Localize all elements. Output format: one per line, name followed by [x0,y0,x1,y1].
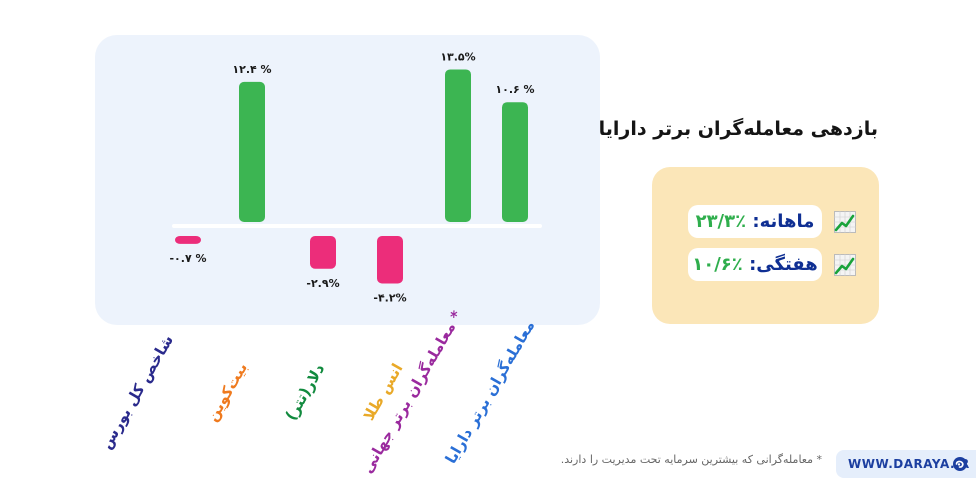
x-tick-label: معامله‌گران برتر دارایا [441,317,539,467]
returns-bar-chart: -۰.۷ % ۱۲.۴ % -۲.۹% -۴.۲% ۱۳.۵% ۱۰.۶ % [169,50,542,304]
chart-up-icon [834,254,856,276]
bar [445,69,471,222]
page-title: بازدهی معامله‌گران برتر دارایا [598,118,878,140]
bar [377,236,403,284]
bar [502,102,528,222]
stats-card: ماهانه: ٪۲۳/۳ هفتگی: ٪۱۰/۶ [652,167,879,324]
bar [239,81,265,222]
data-label: ۱۳.۵% [440,50,475,63]
stat-monthly: ماهانه: ٪۲۳/۳ [688,205,822,238]
daraya-logo-icon [953,457,967,471]
stat-weekly-value: ٪۱۰/۶ [692,254,743,275]
x-tick-label: بیت‌کوین [202,359,252,425]
stat-monthly-label: ماهانه: [752,211,815,232]
bar [175,236,201,244]
stat-weekly-label: هفتگی: [749,254,818,275]
data-label: -۴.۲% [373,291,406,304]
x-tick-label: شاخص کل بورس [97,331,177,453]
data-label: ۱۲.۴ % [232,63,271,76]
bar [310,236,336,269]
brand-badge[interactable]: WWW.DARAYA.IR [836,450,976,478]
x-tick-label: دلار(تتر) [281,360,329,424]
stat-monthly-value: ٪۲۳/۳ [695,211,747,232]
data-label: ۱۰.۶ % [495,83,534,96]
stat-weekly: هفتگی: ٪۱۰/۶ [688,248,822,281]
data-label: -۲.۹% [306,277,339,290]
footnote: * معامله‌گرانی که بیشترین سرمایه تحت مدی… [560,453,822,466]
data-label: -۰.۷ % [169,252,206,265]
chart-up-icon [834,211,856,233]
brand-url[interactable]: WWW.DARAYA.IR [848,457,970,471]
